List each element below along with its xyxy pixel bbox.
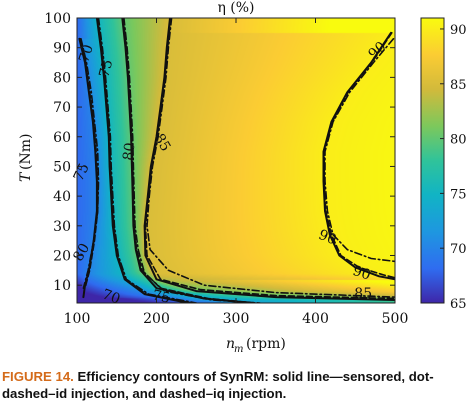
contour-dot-dashed-70 <box>80 38 100 289</box>
contour-label-8: 90 <box>351 263 373 284</box>
colorbar-ticks: 65 70 75 80 85 90 <box>440 23 467 312</box>
colorbar: 65 70 75 80 85 90 <box>420 17 467 312</box>
y-tick-label-30: 30 <box>53 219 71 235</box>
x-tick-label-400: 400 <box>302 311 329 327</box>
chart-title: η (%) <box>217 0 254 16</box>
y-axis: 10 20 30 40 50 60 70 80 90 100 <box>44 11 395 294</box>
colorbar-tick-label-80: 80 <box>450 133 467 148</box>
colorbar-tick-label-65: 65 <box>450 297 467 312</box>
y-tick-label-40: 40 <box>53 189 71 205</box>
contour-dashed-85 <box>144 18 395 300</box>
contour-dashed-90 <box>323 31 395 279</box>
x-tick-label-200: 200 <box>143 311 170 327</box>
y-axis-label: T (Nm) <box>18 134 34 182</box>
colorbar-tick-label-85: 85 <box>450 78 467 93</box>
contour-label-7: 90 <box>316 227 339 249</box>
colorbar-gradient <box>420 17 445 304</box>
svg-text:(Nm): (Nm) <box>18 134 34 170</box>
colorbar-tick-label-70: 70 <box>450 242 467 257</box>
x-axis: 100 200 300 400 500 <box>64 18 409 327</box>
colorbar-tick-label-90: 90 <box>450 23 467 38</box>
y-tick-label-90: 90 <box>53 41 71 57</box>
colorbar-tick-label-75: 75 <box>450 187 467 202</box>
contour-label-10: 70 <box>100 286 122 307</box>
contour-label-3: 75 <box>96 58 116 79</box>
contour-dashed-75 <box>96 18 194 303</box>
y-tick-label-80: 80 <box>53 70 71 86</box>
y-tick-label-100: 100 <box>44 11 71 27</box>
y-tick-label-20: 20 <box>53 249 71 265</box>
contour-label-2: 80 <box>70 241 93 264</box>
contour-label-1: 75 <box>71 161 93 184</box>
contour-label-4: 80 <box>120 142 138 162</box>
contour-dashed-70 <box>79 38 99 289</box>
svg-text:T: T <box>18 171 34 182</box>
x-tick-label-500: 500 <box>382 311 409 327</box>
svg-text:(rpm): (rpm) <box>246 336 286 352</box>
figure-caption: FIGURE 14. Efficiency contours of SynRM:… <box>2 368 472 402</box>
x-tick-label-300: 300 <box>223 311 250 327</box>
y-tick-label-50: 50 <box>53 159 71 175</box>
x-axis-label: n m (rpm) <box>226 336 286 355</box>
y-tick-label-70: 70 <box>53 100 71 116</box>
contour-dashed-80 <box>122 18 257 303</box>
x-tick-label-100: 100 <box>64 311 91 327</box>
figure-caption-label: FIGURE 14. <box>2 369 74 384</box>
contour-label-5: 85 <box>151 131 174 154</box>
contour-lines <box>78 18 395 303</box>
svg-text:n: n <box>226 336 235 352</box>
figure-caption-text: Efficiency contours of SynRM: solid line… <box>2 369 434 401</box>
y-tick-label-10: 10 <box>53 278 71 294</box>
contour-label-11: 75 <box>151 287 172 306</box>
contour-label-9: 85 <box>354 286 372 302</box>
svg-text:m: m <box>234 344 243 355</box>
y-tick-label-60: 60 <box>53 130 71 146</box>
